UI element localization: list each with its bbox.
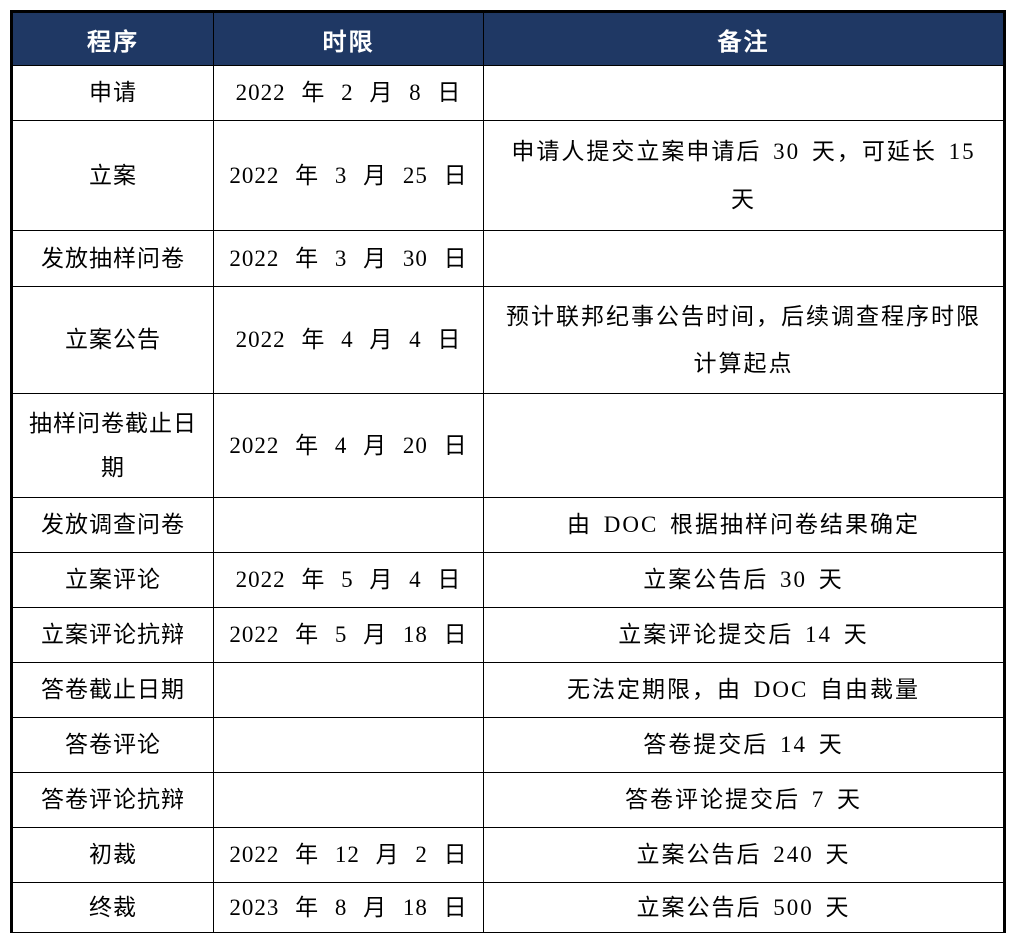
cell-note: 立案公告后 240 天 bbox=[483, 827, 1005, 883]
cell-deadline: 2022 年 3 月 30 日 bbox=[213, 230, 484, 287]
cell-procedure: 立案评论 bbox=[11, 552, 214, 608]
table-row: 发放抽样问卷 2022 年 3 月 30 日 bbox=[11, 230, 1005, 287]
cell-deadline: 2023 年 8 月 18 日 bbox=[213, 882, 484, 933]
cell-note: 预计联邦纪事公告时间，后续调查程序时限计算起点 bbox=[483, 286, 1005, 394]
cell-deadline: 2022 年 4 月 4 日 bbox=[213, 286, 484, 394]
cell-note: 申请人提交立案申请后 30 天，可延长 15 天 bbox=[483, 120, 1005, 231]
cell-procedure: 答卷评论 bbox=[11, 717, 214, 773]
table-row: 抽样问卷截止日期 2022 年 4 月 20 日 bbox=[11, 393, 1005, 498]
cell-procedure: 终裁 bbox=[11, 882, 214, 933]
cell-procedure: 立案评论抗辩 bbox=[11, 607, 214, 663]
cell-deadline bbox=[213, 662, 484, 718]
cell-deadline bbox=[213, 497, 484, 553]
cell-note: 立案公告后 30 天 bbox=[483, 552, 1005, 608]
cell-procedure: 发放抽样问卷 bbox=[11, 230, 214, 287]
table-row: 初裁 2022 年 12 月 2 日 立案公告后 240 天 bbox=[11, 827, 1005, 883]
cell-note: 答卷评论提交后 7 天 bbox=[483, 772, 1005, 828]
cell-procedure: 答卷评论抗辩 bbox=[11, 772, 214, 828]
procedure-timeline-table: 程序 时限 备注 申请 2022 年 2 月 8 日 立案 2022 年 3 月… bbox=[10, 10, 1006, 933]
cell-note: 立案评论提交后 14 天 bbox=[483, 607, 1005, 663]
table-row: 立案 2022 年 3 月 25 日 申请人提交立案申请后 30 天，可延长 1… bbox=[11, 120, 1005, 231]
cell-deadline bbox=[213, 717, 484, 773]
cell-note: 由 DOC 根据抽样问卷结果确定 bbox=[483, 497, 1005, 553]
table-row: 申请 2022 年 2 月 8 日 bbox=[11, 65, 1005, 121]
column-header-procedure: 程序 bbox=[11, 11, 214, 66]
table-header-row: 程序 时限 备注 bbox=[11, 11, 1005, 66]
cell-note bbox=[483, 65, 1005, 121]
table-row: 发放调查问卷 由 DOC 根据抽样问卷结果确定 bbox=[11, 497, 1005, 553]
cell-note bbox=[483, 230, 1005, 287]
table-row: 立案评论 2022 年 5 月 4 日 立案公告后 30 天 bbox=[11, 552, 1005, 608]
table-row: 立案公告 2022 年 4 月 4 日 预计联邦纪事公告时间，后续调查程序时限计… bbox=[11, 286, 1005, 394]
cell-procedure: 立案 bbox=[11, 120, 214, 231]
cell-note: 答卷提交后 14 天 bbox=[483, 717, 1005, 773]
table-row: 终裁 2023 年 8 月 18 日 立案公告后 500 天 bbox=[11, 882, 1005, 933]
cell-procedure: 答卷截止日期 bbox=[11, 662, 214, 718]
cell-deadline: 2022 年 12 月 2 日 bbox=[213, 827, 484, 883]
cell-deadline: 2022 年 5 月 4 日 bbox=[213, 552, 484, 608]
cell-deadline: 2022 年 4 月 20 日 bbox=[213, 393, 484, 498]
cell-note: 立案公告后 500 天 bbox=[483, 882, 1005, 933]
cell-deadline: 2022 年 3 月 25 日 bbox=[213, 120, 484, 231]
column-header-deadline: 时限 bbox=[213, 11, 484, 66]
cell-procedure: 申请 bbox=[11, 65, 214, 121]
table-row: 答卷评论抗辩 答卷评论提交后 7 天 bbox=[11, 772, 1005, 828]
cell-deadline: 2022 年 5 月 18 日 bbox=[213, 607, 484, 663]
cell-procedure: 发放调查问卷 bbox=[11, 497, 214, 553]
cell-deadline bbox=[213, 772, 484, 828]
cell-note bbox=[483, 393, 1005, 498]
table-row: 立案评论抗辩 2022 年 5 月 18 日 立案评论提交后 14 天 bbox=[11, 607, 1005, 663]
cell-deadline: 2022 年 2 月 8 日 bbox=[213, 65, 484, 121]
column-header-note: 备注 bbox=[483, 11, 1005, 66]
cell-procedure: 立案公告 bbox=[11, 286, 214, 394]
table-row: 答卷评论 答卷提交后 14 天 bbox=[11, 717, 1005, 773]
cell-procedure: 抽样问卷截止日期 bbox=[11, 393, 214, 498]
cell-procedure: 初裁 bbox=[11, 827, 214, 883]
table-row: 答卷截止日期 无法定期限，由 DOC 自由裁量 bbox=[11, 662, 1005, 718]
cell-note: 无法定期限，由 DOC 自由裁量 bbox=[483, 662, 1005, 718]
